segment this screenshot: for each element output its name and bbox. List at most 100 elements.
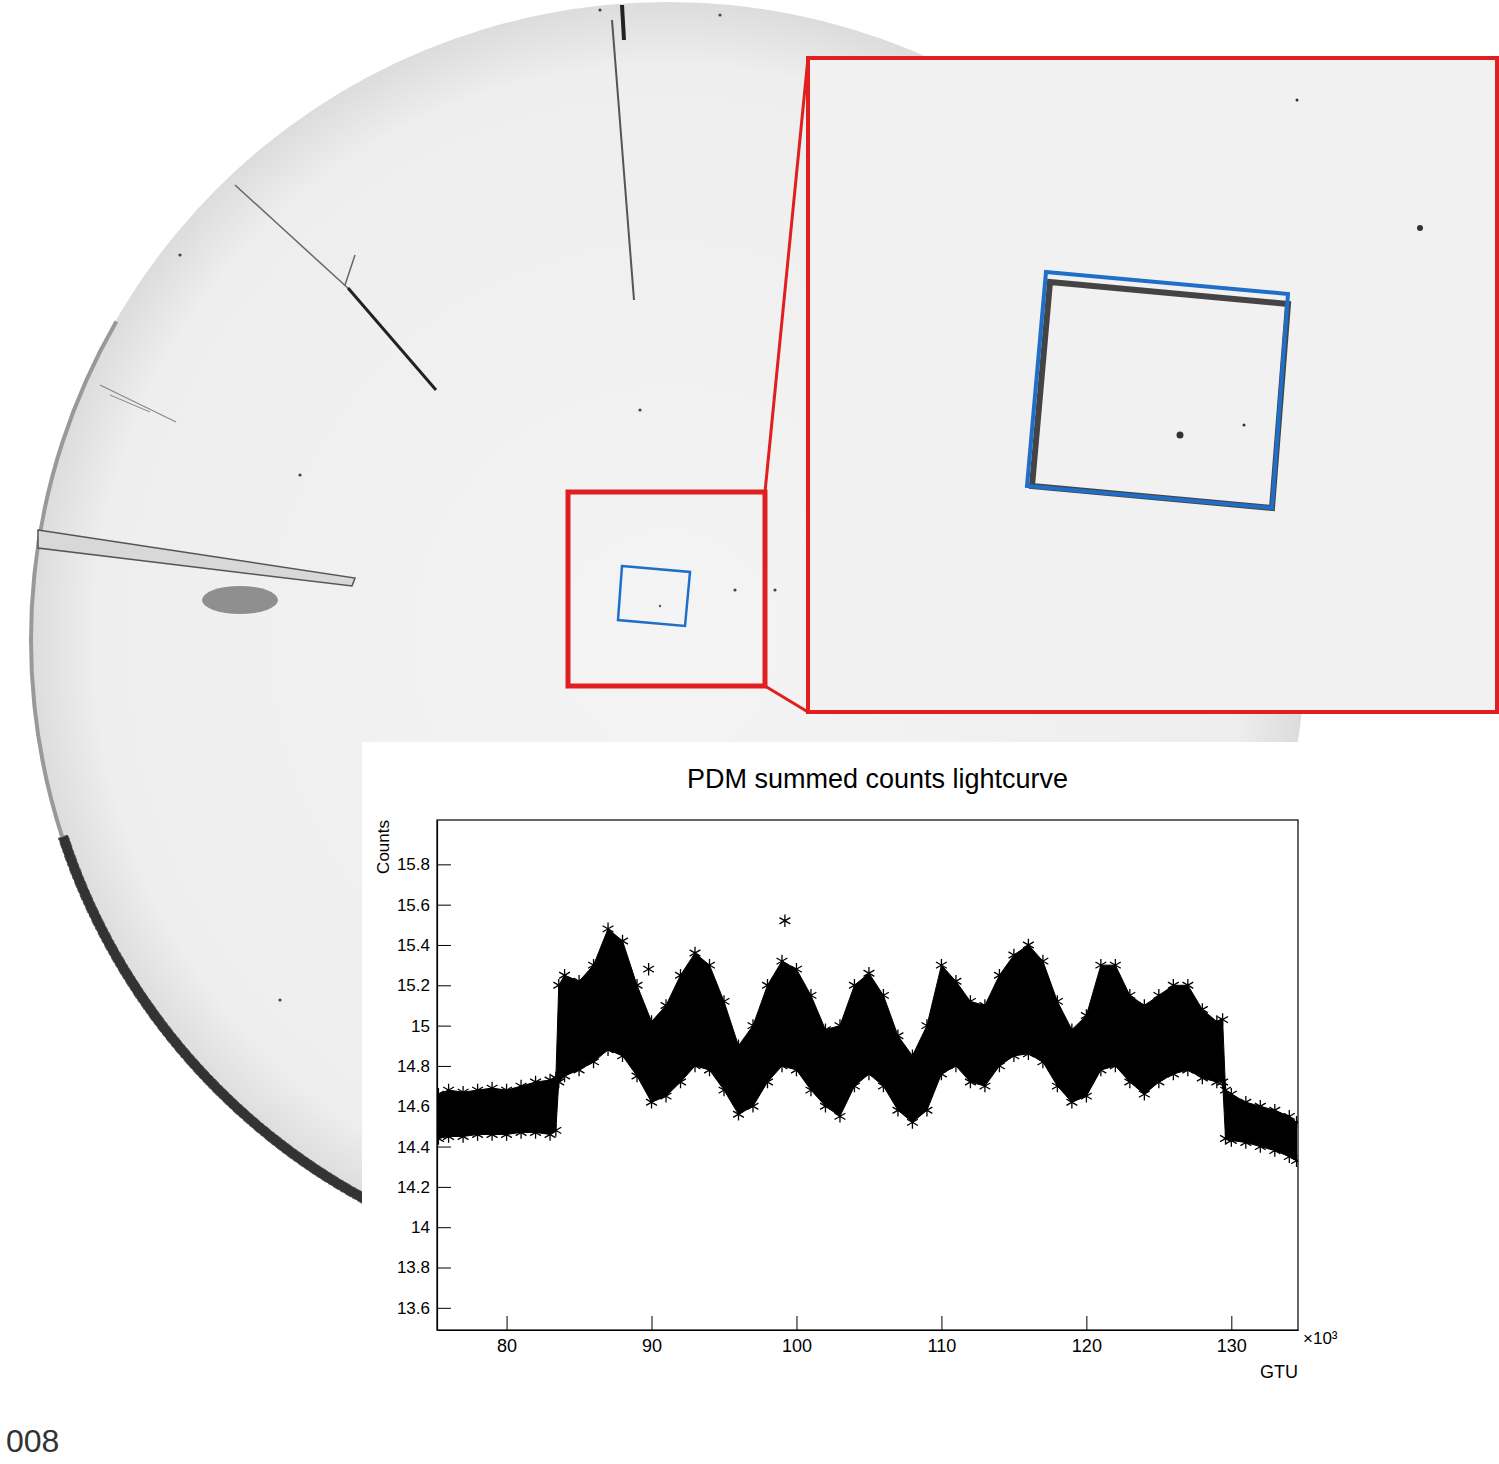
data-point bbox=[603, 1044, 614, 1057]
data-point bbox=[643, 963, 654, 976]
data-point bbox=[748, 1100, 759, 1113]
y-tick: 14.2 bbox=[397, 1178, 451, 1197]
data-point bbox=[1182, 979, 1193, 992]
data-point bbox=[704, 1064, 715, 1077]
y-tick-label: 15.6 bbox=[397, 896, 430, 915]
series-markers bbox=[643, 915, 790, 976]
data-point bbox=[1066, 1023, 1077, 1036]
data-point bbox=[748, 1019, 759, 1032]
data-point bbox=[487, 1082, 498, 1095]
data-point bbox=[1008, 949, 1019, 962]
y-tick-label: 14.2 bbox=[397, 1178, 430, 1197]
y-axis-title: Counts bbox=[374, 820, 393, 874]
data-point bbox=[965, 995, 976, 1008]
star-dot bbox=[1417, 225, 1423, 231]
chart: 809010011012013013.613.81414.214.414.614… bbox=[397, 820, 1302, 1356]
data-point bbox=[1217, 1013, 1228, 1026]
y-tick: 14.8 bbox=[397, 1057, 451, 1076]
data-point bbox=[646, 1096, 657, 1109]
zoom-line bbox=[765, 686, 808, 712]
data-point bbox=[1269, 1104, 1280, 1117]
y-tick-label: 14.4 bbox=[397, 1138, 430, 1157]
data-point bbox=[646, 1015, 657, 1028]
y-tick-mark bbox=[437, 1227, 451, 1228]
star-dot bbox=[733, 588, 736, 591]
y-tick-label: 15.8 bbox=[397, 855, 430, 874]
data-point bbox=[675, 1076, 686, 1089]
data-point bbox=[1008, 1050, 1019, 1063]
y-tick-label: 15 bbox=[411, 1017, 430, 1036]
x-tick-mark bbox=[507, 1316, 508, 1330]
star-dot bbox=[298, 473, 301, 476]
streak bbox=[110, 395, 150, 412]
data-point bbox=[516, 1126, 527, 1139]
data-point bbox=[1226, 1088, 1237, 1101]
data-point bbox=[1217, 1076, 1228, 1089]
data-point bbox=[1255, 1140, 1266, 1153]
data-point bbox=[806, 989, 817, 1002]
data-band bbox=[438, 929, 1296, 1161]
y-tick: 14.6 bbox=[397, 1097, 451, 1116]
data-point bbox=[1110, 959, 1121, 972]
zoom-box bbox=[808, 58, 1497, 712]
data-point bbox=[617, 935, 628, 948]
data-point bbox=[675, 969, 686, 982]
satellite-trail bbox=[38, 530, 355, 586]
x-tick-label: 120 bbox=[1072, 1336, 1102, 1356]
streak bbox=[235, 185, 350, 290]
data-point bbox=[1139, 1088, 1150, 1101]
plot-area bbox=[437, 915, 1298, 1167]
data-point bbox=[632, 1070, 643, 1083]
y-tick-mark bbox=[437, 945, 451, 946]
data-point bbox=[951, 975, 962, 988]
data-point bbox=[878, 1080, 889, 1093]
y-tick: 15.6 bbox=[397, 896, 451, 915]
star-dot bbox=[598, 8, 601, 11]
data-point bbox=[458, 1086, 469, 1099]
x-tick-mark bbox=[941, 1316, 942, 1330]
y-tick: 15.2 bbox=[397, 976, 451, 995]
data-point bbox=[791, 963, 802, 976]
star-dot bbox=[1296, 99, 1299, 102]
x-tick: 120 bbox=[1072, 1316, 1102, 1356]
data-point bbox=[777, 1060, 788, 1073]
data-point bbox=[849, 1080, 860, 1093]
star-dot bbox=[659, 605, 661, 607]
data-point bbox=[661, 999, 672, 1012]
data-point bbox=[922, 1019, 933, 1032]
series-markers bbox=[437, 923, 1298, 1129]
data-point bbox=[806, 1084, 817, 1097]
data-point bbox=[1153, 1076, 1164, 1089]
data-point bbox=[1081, 1009, 1092, 1022]
data-point bbox=[777, 955, 788, 968]
data-point bbox=[516, 1080, 527, 1093]
data-point bbox=[1124, 1076, 1135, 1089]
streak bbox=[345, 255, 355, 285]
data-point bbox=[1153, 989, 1164, 1002]
data-point bbox=[443, 1130, 454, 1143]
x-axis-line bbox=[438, 1330, 1299, 1331]
x-tick: 130 bbox=[1217, 1316, 1247, 1356]
fov-box-large bbox=[1027, 272, 1288, 508]
data-point bbox=[936, 959, 947, 972]
data-point bbox=[1220, 1132, 1231, 1145]
y-tick-mark bbox=[437, 1066, 451, 1067]
x-tick-mark bbox=[652, 1316, 653, 1330]
x-tick: 110 bbox=[928, 1316, 957, 1356]
data-point bbox=[864, 967, 875, 980]
data-point bbox=[936, 1068, 947, 1081]
zoom-source-box bbox=[568, 492, 765, 686]
y-tick: 13.6 bbox=[397, 1299, 451, 1318]
data-point bbox=[1052, 1080, 1063, 1093]
data-point bbox=[1211, 1015, 1222, 1028]
data-point bbox=[661, 1090, 672, 1103]
data-point bbox=[1168, 979, 1179, 992]
data-point bbox=[545, 1128, 556, 1141]
data-point bbox=[632, 979, 643, 992]
data-point bbox=[1081, 1090, 1092, 1103]
data-point bbox=[835, 1110, 846, 1123]
star-dot bbox=[718, 13, 721, 16]
y-axis-line bbox=[437, 821, 438, 1331]
streak bbox=[100, 385, 176, 422]
y-axis: 13.613.81414.214.414.614.81515.215.415.6… bbox=[397, 821, 451, 1331]
